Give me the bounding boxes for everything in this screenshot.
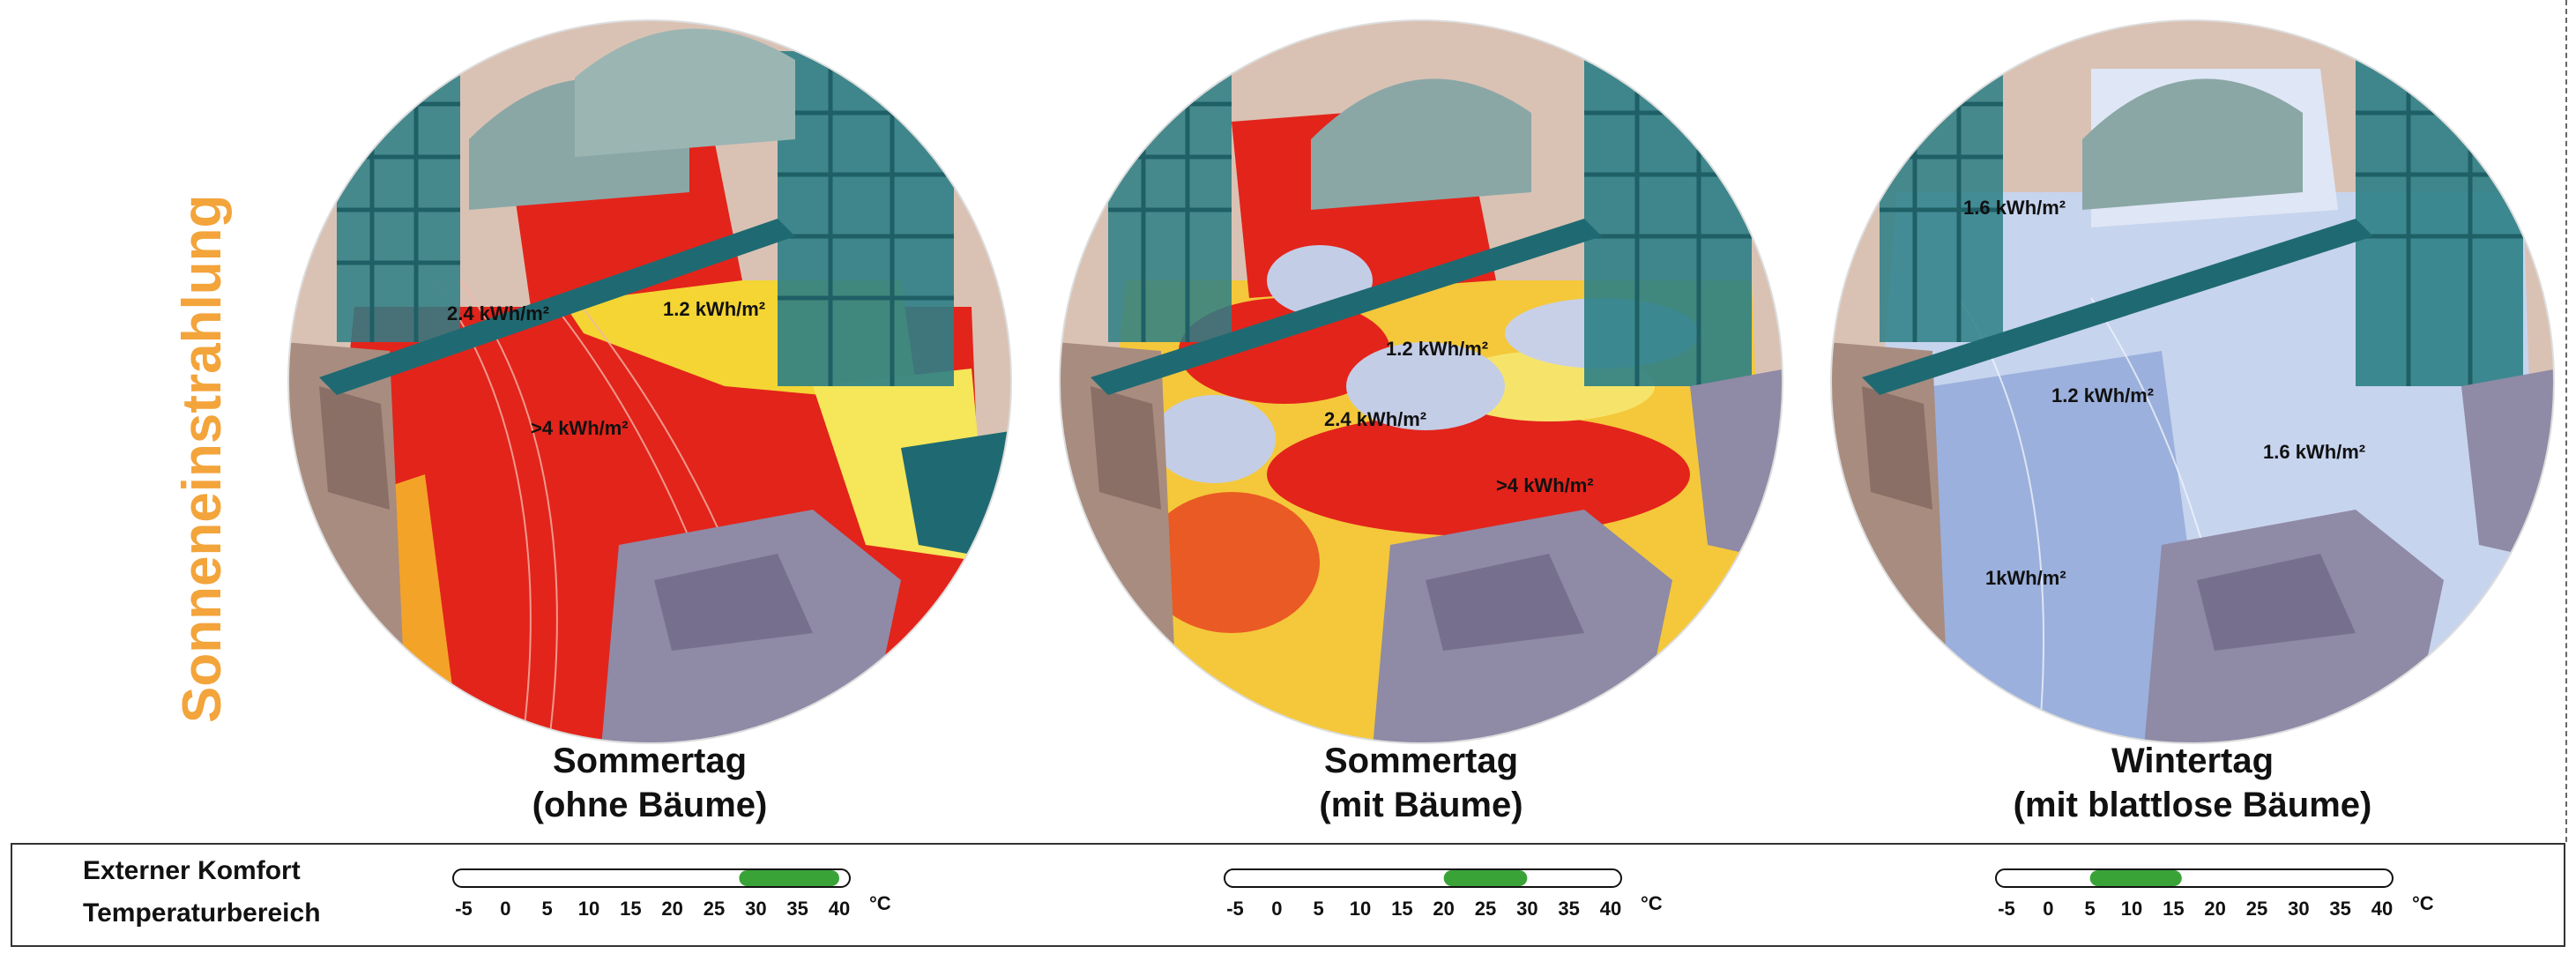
panel-summer-no-trees: 2.4 kWh/m² 1.2 kWh/m² >4 kWh/m² bbox=[284, 16, 1016, 748]
scale-tick-label: 30 bbox=[1516, 898, 1537, 920]
panel1-label-3: >4 kWh/m² bbox=[531, 417, 629, 439]
scale-unit-label: °C bbox=[869, 892, 891, 914]
panel-winter: 1.6 kWh/m² 1.2 kWh/m² 1.6 kWh/m² 1kWh/m² bbox=[1827, 16, 2558, 748]
comfort-scale-3: -5 0 5 10 15 20 25 30 35 40 °C bbox=[1978, 864, 2437, 943]
side-title: Sonneneinstrahlung bbox=[150, 71, 247, 723]
scale-tick-label: 30 bbox=[745, 898, 766, 920]
panel2-label-2: 2.4 kWh/m² bbox=[1324, 408, 1426, 430]
scale-tick-label: 40 bbox=[829, 898, 850, 920]
caption-panel-2-line1: Sommertag bbox=[1323, 742, 1519, 780]
panel3-label-2: 1.2 kWh/m² bbox=[2051, 384, 2154, 406]
scale-tick-label: 40 bbox=[2371, 898, 2393, 920]
dashed-divider bbox=[2565, 0, 2567, 842]
comfort-range-bar bbox=[1443, 870, 1528, 886]
scale-tick-label: 10 bbox=[1350, 898, 1371, 920]
panel-summer-with-trees: 1.2 kWh/m² 2.4 kWh/m² >4 kWh/m² bbox=[1055, 16, 1787, 748]
caption-panel-1: Sommertag (ohne Bäume) bbox=[253, 739, 1046, 827]
caption-panel-2: Sommertag (mit Bäume) bbox=[1024, 739, 1818, 827]
panel2-label-1: 1.2 kWh/m² bbox=[1386, 338, 1488, 360]
scale-tick-label: 25 bbox=[704, 898, 725, 920]
side-title-text: Sonneneinstrahlung bbox=[172, 195, 233, 723]
comfort-scale-1: -5 0 5 10 15 20 25 30 35 40 °C bbox=[436, 864, 894, 943]
scale-tick-label: -5 bbox=[1226, 898, 1244, 920]
scale-tick-label: 15 bbox=[2163, 898, 2184, 920]
scale-tick-label: 5 bbox=[542, 898, 553, 920]
panel3-label-1: 1.6 kWh/m² bbox=[1963, 197, 2066, 219]
scale-tick-label: 0 bbox=[2043, 898, 2053, 920]
comfort-label-line1: Externer Komfort bbox=[83, 856, 301, 885]
caption-panel-1-line2: (ohne Bäume) bbox=[532, 786, 768, 824]
caption-panel-3-line1: Wintertag bbox=[2111, 742, 2274, 780]
scale-unit-label: °C bbox=[1641, 892, 1663, 914]
panel1-label-2: 1.2 kWh/m² bbox=[663, 298, 765, 320]
scale-tick-label: 20 bbox=[661, 898, 682, 920]
scale-tick-label: 5 bbox=[2085, 898, 2096, 920]
scale-tick-label: 35 bbox=[1558, 898, 1579, 920]
scale-tick-label: 0 bbox=[1271, 898, 1282, 920]
scale-tick-label: 20 bbox=[1433, 898, 1454, 920]
comfort-scale-2: -5 0 5 10 15 20 25 30 35 40 °C bbox=[1207, 864, 1665, 943]
scale-tick-label: 15 bbox=[1391, 898, 1412, 920]
comfort-range-bar bbox=[2089, 870, 2182, 886]
panel3-label-3: 1.6 kWh/m² bbox=[2263, 441, 2365, 463]
comfort-range-bar bbox=[739, 870, 839, 886]
comfort-scale-track bbox=[1995, 868, 2394, 888]
scale-tick-label: 10 bbox=[2121, 898, 2142, 920]
caption-panel-3: Wintertag (mit blattlose Bäume) bbox=[1796, 739, 2576, 827]
scale-tick-label: 35 bbox=[786, 898, 808, 920]
scale-tick-label: -5 bbox=[1998, 898, 2015, 920]
scale-tick-label: 0 bbox=[500, 898, 510, 920]
scale-tick-label: 25 bbox=[1475, 898, 1496, 920]
comfort-legend: Externer Komfort Temperaturbereich -5 0 5 1… bbox=[11, 843, 2565, 947]
caption-panel-2-line2: (mit Bäume) bbox=[1319, 786, 1523, 824]
comfort-scale-track bbox=[1224, 868, 1622, 888]
scale-tick-label: -5 bbox=[455, 898, 473, 920]
scale-tick-label: 25 bbox=[2246, 898, 2267, 920]
comfort-label: Externer Komfort Temperaturbereich bbox=[83, 850, 321, 935]
comfort-label-line2: Temperaturbereich bbox=[83, 898, 321, 928]
caption-panel-3-line2: (mit blattlose Bäume) bbox=[2013, 786, 2372, 824]
panel2-label-3: >4 kWh/m² bbox=[1496, 474, 1594, 496]
scale-tick-label: 10 bbox=[578, 898, 599, 920]
scale-unit-label: °C bbox=[2412, 892, 2434, 914]
scale-tick-label: 20 bbox=[2204, 898, 2225, 920]
scale-tick-label: 15 bbox=[620, 898, 641, 920]
scale-tick-label: 40 bbox=[1600, 898, 1621, 920]
caption-panel-1-line1: Sommertag bbox=[552, 742, 748, 780]
scale-tick-label: 30 bbox=[2288, 898, 2309, 920]
scale-tick-label: 5 bbox=[1314, 898, 1324, 920]
panel1-label-1: 2.4 kWh/m² bbox=[447, 302, 549, 324]
scale-tick-label: 35 bbox=[2329, 898, 2350, 920]
panel3-label-4: 1kWh/m² bbox=[1985, 567, 2066, 589]
